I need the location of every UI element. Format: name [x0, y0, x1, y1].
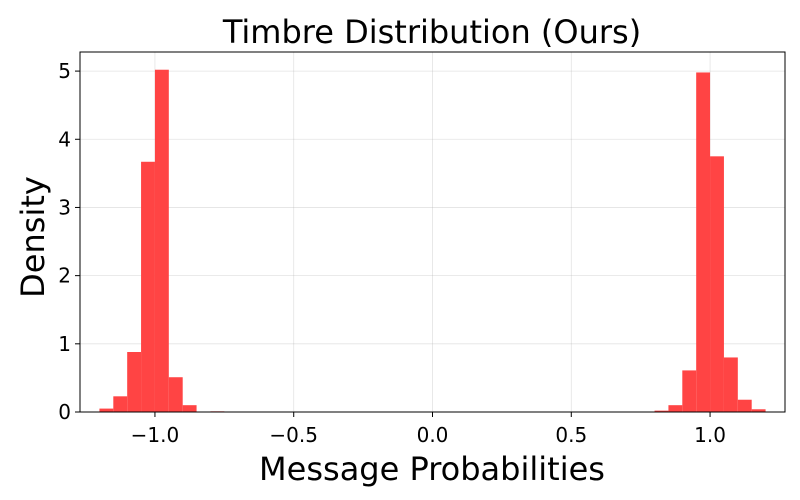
histogram-bar-13	[723, 357, 738, 412]
histogram-bar-11	[696, 72, 711, 413]
x-tick-label-1: −0.5	[269, 423, 318, 447]
histogram-bar-2	[127, 352, 142, 412]
y-tick-label-0: 0	[58, 400, 71, 424]
histogram-bar-15	[751, 409, 766, 412]
histogram-bar-1	[113, 396, 128, 412]
x-tick-label-2: 0.0	[417, 423, 449, 447]
y-axis-ticks: 0 1 2 3 4 5	[58, 59, 80, 424]
histogram-bar-14	[737, 399, 752, 412]
chart-title: Timbre Distribution (Ours)	[222, 13, 641, 51]
histogram-bar-10	[682, 370, 697, 412]
histogram-bar-4	[154, 69, 169, 413]
y-tick-label-2: 2	[58, 264, 71, 288]
histogram-bar-0	[99, 408, 114, 412]
histogram-bar-5	[168, 377, 183, 412]
x-tick-label-0: −1.0	[131, 423, 180, 447]
histogram-bars	[99, 69, 766, 413]
y-axis-label: Density	[14, 176, 52, 298]
histogram-bar-3	[141, 161, 155, 412]
histogram-bar-8	[654, 410, 669, 412]
y-tick-label-5: 5	[58, 59, 71, 83]
y-tick-label-4: 4	[58, 127, 71, 151]
x-tick-label-3: 0.5	[555, 423, 587, 447]
grid	[80, 52, 785, 413]
histogram-bar-9	[668, 405, 683, 412]
histogram-bar-12	[710, 156, 724, 412]
x-tick-label-4: 1.0	[694, 423, 726, 447]
y-tick-label-3: 3	[58, 195, 71, 219]
y-tick-label-1: 1	[58, 332, 71, 356]
histogram-bar-6	[182, 405, 197, 412]
x-axis-ticks: −1.0 −0.5 0.0 0.5 1.0	[131, 412, 726, 447]
x-axis-label: Message Probabilities	[259, 450, 605, 488]
